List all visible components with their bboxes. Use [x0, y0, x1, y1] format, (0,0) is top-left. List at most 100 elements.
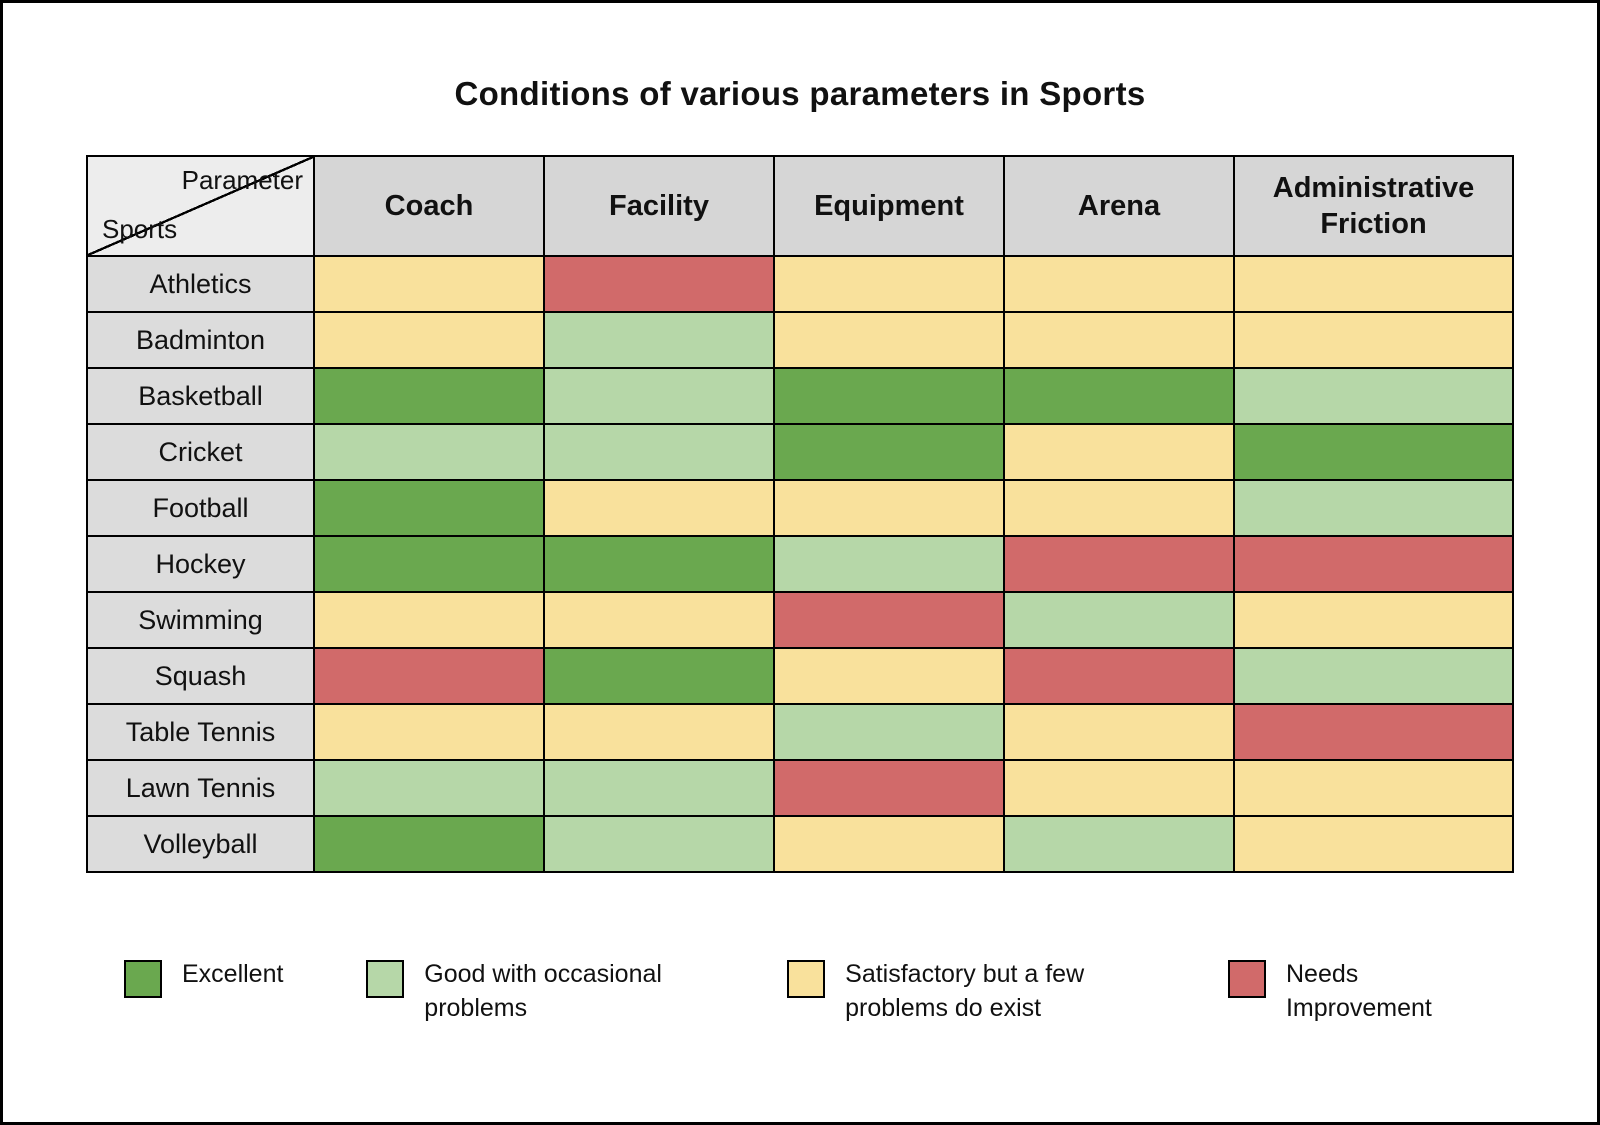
table-row-squash: Squash	[86, 647, 1514, 705]
cell-squash-administrative-friction	[1233, 647, 1514, 705]
legend-swatch-good	[366, 960, 405, 998]
row-header-lawn-tennis: Lawn Tennis	[86, 759, 315, 817]
cell-lawn-tennis-coach	[313, 759, 545, 817]
cell-cricket-administrative-friction	[1233, 423, 1514, 481]
cell-hockey-administrative-friction	[1233, 535, 1514, 593]
cell-badminton-coach	[313, 311, 545, 369]
row-header-hockey: Hockey	[86, 535, 315, 593]
cell-football-facility	[543, 479, 775, 537]
table-row-cricket: Cricket	[86, 423, 1514, 481]
cell-swimming-arena	[1003, 591, 1235, 649]
cell-football-arena	[1003, 479, 1235, 537]
cell-athletics-facility	[543, 255, 775, 313]
table-row-swimming: Swimming	[86, 591, 1514, 649]
corner-label-parameter: Parameter	[181, 165, 303, 195]
table-header: Parameter Sports Coach Facility Equipment Are…	[86, 155, 1514, 257]
cell-badminton-facility	[543, 311, 775, 369]
table-row-basketball: Basketball	[86, 367, 1514, 425]
legend-label-satisfactory: Satisfactory but a few problems do exist	[845, 960, 1085, 1022]
cell-swimming-coach	[313, 591, 545, 649]
cell-swimming-administrative-friction	[1233, 591, 1514, 649]
legend: Excellent Good with occasional problems Sa…	[88, 958, 1512, 1026]
corner-label-sports: Sports	[102, 214, 178, 244]
table-row-football: Football	[86, 479, 1514, 537]
chart-title: Conditions of various parameters in Spor…	[454, 75, 1146, 112]
cell-swimming-facility	[543, 591, 775, 649]
cell-table-tennis-arena	[1003, 703, 1235, 761]
cell-lawn-tennis-equipment	[773, 759, 1005, 817]
cell-volleyball-equipment	[773, 815, 1005, 873]
row-header-basketball: Basketball	[86, 367, 315, 425]
row-header-squash: Squash	[86, 647, 315, 705]
cell-squash-coach	[313, 647, 545, 705]
table-body: Athletics Badminton Basketball Cricket Footb…	[86, 255, 1514, 873]
column-header-arena: Arena	[1003, 155, 1235, 257]
table-row-volleyball: Volleyball	[86, 815, 1514, 873]
cell-basketball-equipment	[773, 367, 1005, 425]
cell-squash-equipment	[773, 647, 1005, 705]
legend-swatch-excellent	[124, 960, 162, 998]
table-row-athletics: Athletics	[86, 255, 1514, 313]
row-header-cricket: Cricket	[86, 423, 315, 481]
column-header-equipment: Equipment	[773, 155, 1005, 257]
legend-swatch-needs-improvement	[1227, 960, 1266, 998]
cell-cricket-arena	[1003, 423, 1235, 481]
cell-athletics-administrative-friction	[1233, 255, 1514, 313]
legend-swatch-satisfactory	[787, 960, 826, 998]
row-header-table-tennis: Table Tennis	[86, 703, 315, 761]
column-header-coach: Coach	[313, 155, 545, 257]
corner-cell: Parameter Sports	[86, 155, 315, 257]
row-header-volleyball: Volleyball	[86, 815, 315, 873]
cell-athletics-arena	[1003, 255, 1235, 313]
cell-hockey-coach	[313, 535, 545, 593]
cell-badminton-administrative-friction	[1233, 311, 1514, 369]
header-row: Parameter Sports Coach Facility Equipment Are…	[86, 155, 1514, 257]
cell-swimming-equipment	[773, 591, 1005, 649]
cell-athletics-equipment	[773, 255, 1005, 313]
table-row-lawn-tennis: Lawn Tennis	[86, 759, 1514, 817]
table-row-table-tennis: Table Tennis	[86, 703, 1514, 761]
cell-hockey-equipment	[773, 535, 1005, 593]
column-header-facility: Facility	[543, 155, 775, 257]
cell-table-tennis-coach	[313, 703, 545, 761]
cell-athletics-coach	[313, 255, 545, 313]
row-header-swimming: Swimming	[86, 591, 315, 649]
cell-basketball-administrative-friction	[1233, 367, 1514, 425]
row-header-athletics: Athletics	[86, 255, 315, 313]
cell-hockey-facility	[543, 535, 775, 593]
column-header-administrative-friction: Administrative Friction	[1233, 155, 1514, 257]
cell-lawn-tennis-arena	[1003, 759, 1235, 817]
legend-label-excellent: Excellent	[182, 960, 284, 988]
cell-cricket-coach	[313, 423, 545, 481]
cell-basketball-arena	[1003, 367, 1235, 425]
cell-badminton-equipment	[773, 311, 1005, 369]
legend-label-good: Good with occasional problems	[424, 960, 662, 1022]
cell-football-equipment	[773, 479, 1005, 537]
cell-badminton-arena	[1003, 311, 1235, 369]
legend-label-needs-improvement: Needs Improvement	[1285, 960, 1432, 1022]
legend-item-satisfactory: Satisfactory but a few problems do exist	[787, 958, 1145, 1026]
cell-volleyball-facility	[543, 815, 775, 873]
legend-item-good: Good with occasional problems	[366, 958, 704, 1026]
cell-table-tennis-administrative-friction	[1233, 703, 1514, 761]
cell-basketball-facility	[543, 367, 775, 425]
cell-football-coach	[313, 479, 545, 537]
cell-table-tennis-equipment	[773, 703, 1005, 761]
cell-basketball-coach	[313, 367, 545, 425]
cell-volleyball-coach	[313, 815, 545, 873]
conditions-table: Parameter Sports Coach Facility Equipment Are…	[86, 155, 1514, 873]
row-header-football: Football	[86, 479, 315, 537]
cell-cricket-equipment	[773, 423, 1005, 481]
cell-squash-arena	[1003, 647, 1235, 705]
row-header-badminton: Badminton	[86, 311, 315, 369]
table-row-hockey: Hockey	[86, 535, 1514, 593]
legend-item-needs-improvement: Needs Improvement	[1227, 958, 1476, 1026]
cell-lawn-tennis-facility	[543, 759, 775, 817]
legend-item-excellent: Excellent	[124, 958, 283, 1026]
cell-volleyball-arena	[1003, 815, 1235, 873]
cell-lawn-tennis-administrative-friction	[1233, 759, 1514, 817]
table-row-badminton: Badminton	[86, 311, 1514, 369]
cell-cricket-facility	[543, 423, 775, 481]
cell-table-tennis-facility	[543, 703, 775, 761]
